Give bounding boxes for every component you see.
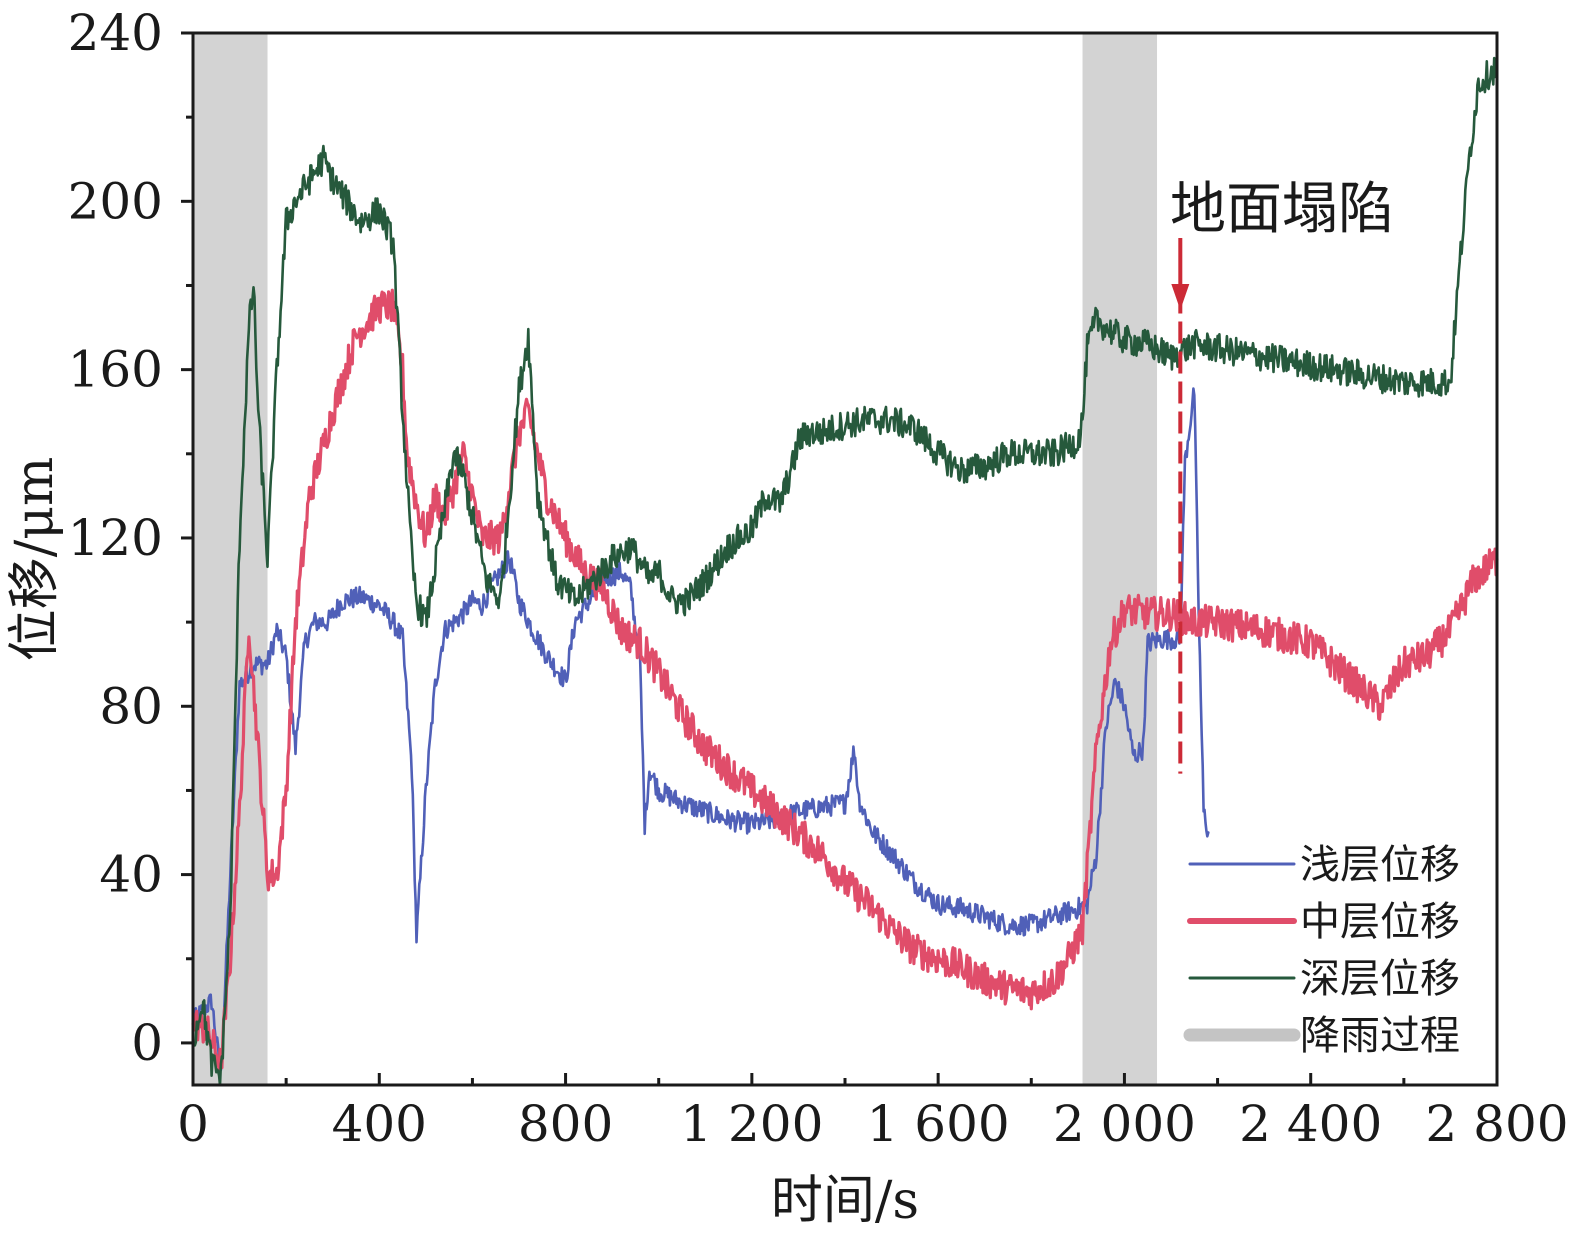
y-tick-label: 40 [99, 846, 163, 904]
x-tick-label: 2 800 [1425, 1095, 1568, 1153]
x-tick-label: 1 200 [680, 1095, 823, 1153]
y-tick-label: 240 [68, 4, 163, 62]
legend-label: 降雨过程 [1300, 1013, 1460, 1059]
collapse-arrow-icon [1171, 284, 1190, 310]
legend-label: 深层位移 [1300, 956, 1460, 1002]
y-tick-label: 0 [131, 1014, 163, 1072]
x-tick-label: 2 000 [1053, 1095, 1196, 1153]
x-axis-title: 时间/s [771, 1171, 919, 1231]
series-line-middle [191, 288, 1499, 1073]
x-tick-label: 1 600 [867, 1095, 1010, 1153]
series-lines [191, 56, 1499, 1087]
y-axis-title: 位移/μm [5, 457, 65, 662]
rain-period-band-2 [1082, 33, 1158, 1085]
y-tick-label: 120 [68, 509, 163, 567]
series-line-deep [191, 56, 1499, 1087]
x-axis: 0 400 800 1 200 1 600 2 000 2 400 2 800 [177, 1073, 1569, 1153]
collapse-annotation: 地面塌陷 [1170, 177, 1394, 774]
series-line-shallow [191, 387, 1210, 1072]
y-tick-label: 80 [99, 677, 163, 735]
x-tick-label: 0 [177, 1095, 209, 1153]
y-tick-label: 160 [68, 341, 163, 399]
collapse-annotation-label: 地面塌陷 [1170, 177, 1394, 242]
legend-label: 浅层位移 [1300, 842, 1460, 888]
y-axis: 0 40 80 120 160 200 240 [68, 4, 193, 1072]
x-tick-label: 400 [332, 1095, 427, 1153]
legend-label: 中层位移 [1300, 899, 1460, 945]
rain-period-shading [193, 33, 1158, 1085]
y-tick-label: 200 [68, 172, 163, 230]
x-tick-label: 2 400 [1239, 1095, 1382, 1153]
x-tick-label: 800 [518, 1095, 613, 1153]
